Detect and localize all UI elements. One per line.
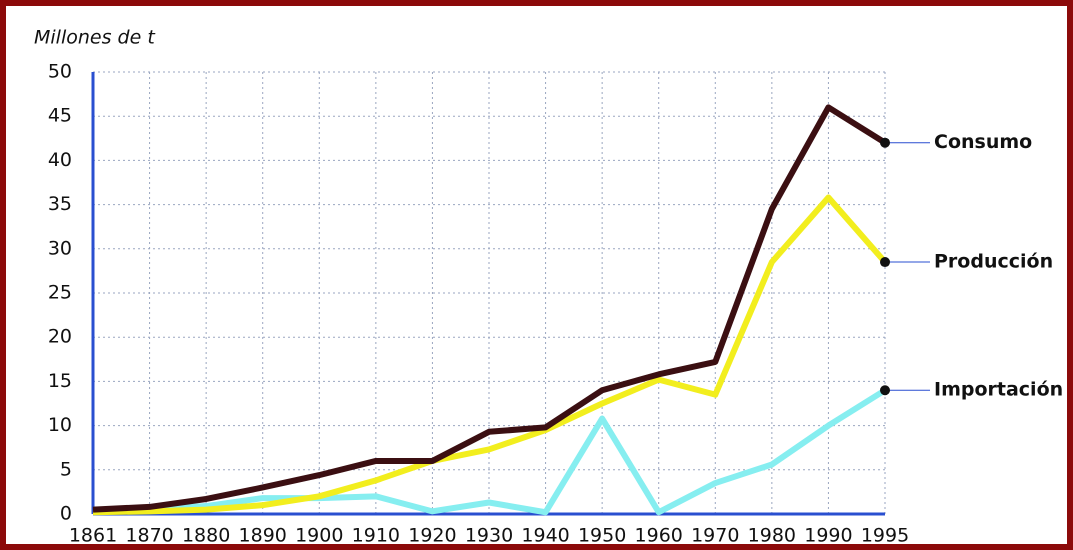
x-tick-label: 1950 <box>578 525 626 547</box>
series-line <box>92 104 887 513</box>
y-tick-label: 10 <box>48 414 72 436</box>
x-tick-label: 1940 <box>521 525 569 547</box>
x-tick-label: 1910 <box>352 525 400 547</box>
y-axis-label: Millones de t <box>34 27 156 49</box>
x-tick-label: 1960 <box>635 525 683 547</box>
y-tick-label: 15 <box>48 370 72 392</box>
end-dot <box>880 137 890 148</box>
y-tick-label: 30 <box>48 237 72 259</box>
y-tick-label: 0 <box>60 503 72 525</box>
series-label: Importación <box>934 379 1063 401</box>
x-tick-label: 1970 <box>691 525 739 547</box>
x-tick-label: 1890 <box>239 525 287 547</box>
x-tick-label: 1900 <box>295 525 343 547</box>
y-tick-label: 5 <box>60 458 72 480</box>
x-tick-label: 1870 <box>125 525 173 547</box>
x-tick-label: 1980 <box>748 525 796 547</box>
series-label: Consumo <box>934 131 1032 153</box>
series-line <box>93 387 887 516</box>
series-label: Producción <box>934 251 1053 273</box>
y-tick-label: 20 <box>48 326 72 348</box>
x-tick-label: 1861 <box>69 525 117 547</box>
x-tick-label: 1880 <box>182 525 230 547</box>
y-tick-label: 45 <box>48 105 72 127</box>
y-tick-label: 50 <box>48 61 72 83</box>
series-line <box>92 194 888 516</box>
y-tick-label: 35 <box>48 193 72 215</box>
end-dot <box>880 385 890 396</box>
x-tick-label: 1930 <box>465 525 513 547</box>
x-tick-label: 1990 <box>804 525 852 547</box>
end-dot <box>880 257 890 268</box>
x-tick-label: 1920 <box>408 525 456 547</box>
x-tick-label: 1995 <box>861 525 909 547</box>
y-tick-label: 40 <box>48 149 72 171</box>
panel <box>6 6 1067 544</box>
y-tick-label: 25 <box>48 282 72 304</box>
